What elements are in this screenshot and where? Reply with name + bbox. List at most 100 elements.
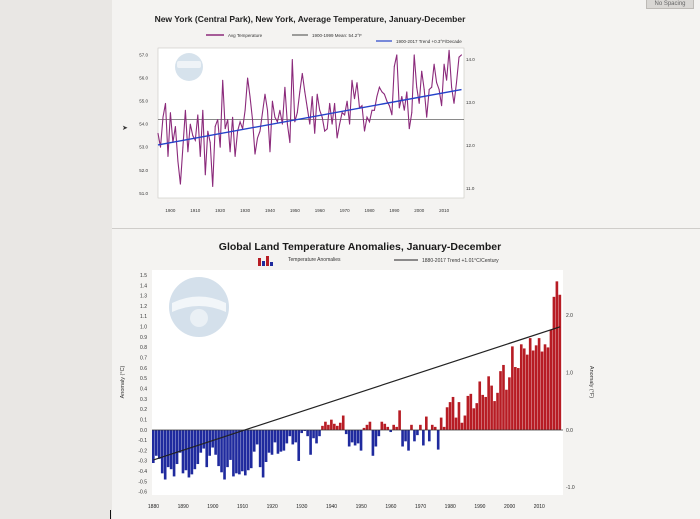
chart1-data-point bbox=[267, 110, 268, 111]
chart2-legend-swatch-bar4 bbox=[270, 262, 273, 266]
chart2-ytick-label: 1.5 bbox=[140, 273, 147, 279]
chart1-data-point bbox=[329, 103, 330, 104]
chart1-ytick-label: 54.0 bbox=[139, 122, 148, 127]
chart2-anomaly-bar bbox=[413, 430, 416, 441]
chart1-data-point bbox=[202, 110, 203, 111]
chart2-anomaly-bar bbox=[232, 430, 235, 476]
chart1-ytick-label: 52.0 bbox=[139, 168, 148, 173]
chart2-anomaly-bar bbox=[467, 396, 470, 430]
charts-canvas: New York (Central Park), New York, Avera… bbox=[0, 0, 700, 519]
chart2-anomaly-bar bbox=[538, 338, 541, 430]
chart1-data-point bbox=[257, 138, 258, 139]
chart1-data-point bbox=[337, 138, 338, 139]
chart2-xtick-label: 1940 bbox=[326, 504, 337, 510]
chart2-anomaly-bar bbox=[336, 426, 339, 430]
chart2-anomaly-bar bbox=[265, 430, 268, 462]
chart1-legend: Avg Temperature 1900-1999 Mean: 54.2°F 1… bbox=[206, 33, 462, 44]
chart1-data-point bbox=[175, 126, 176, 127]
chart1-data-point bbox=[235, 156, 236, 157]
chart1-xtick-label: 1910 bbox=[190, 208, 201, 213]
chart1-data-point bbox=[162, 117, 163, 118]
chart1-data-point bbox=[312, 96, 313, 97]
chart2-anomaly-bar bbox=[238, 430, 241, 474]
chart2-anomaly-bar bbox=[354, 430, 357, 445]
chart1-data-point bbox=[245, 110, 246, 111]
chart1-data-point bbox=[379, 87, 380, 88]
chart2-anomaly-bar bbox=[478, 381, 481, 430]
chart1-legend-mean: 1900-1999 Mean: 54.2°F bbox=[312, 33, 362, 38]
chart2-anomaly-bar bbox=[259, 430, 262, 467]
chart1-data-point bbox=[262, 112, 263, 113]
chart2-anomaly-bar bbox=[342, 416, 345, 430]
chart2-anomaly-bar bbox=[330, 420, 333, 430]
chart1-data-point bbox=[399, 108, 400, 109]
chart1-data-point bbox=[332, 124, 333, 125]
chart1-data-point bbox=[324, 131, 325, 132]
chart1-xtick-label: 1980 bbox=[364, 208, 375, 213]
chart1-ytick-label: 56.0 bbox=[139, 76, 148, 81]
chart1-data-point bbox=[217, 119, 218, 120]
chart2-anomaly-bar bbox=[440, 418, 443, 430]
chart2-legend-swatch-bar3 bbox=[266, 256, 269, 266]
chart1-data-point bbox=[277, 121, 278, 122]
chart1-data-point bbox=[160, 147, 161, 148]
chart2-xtick-label: 1980 bbox=[445, 504, 456, 510]
chart1-data-point bbox=[352, 80, 353, 81]
chart1-data-point bbox=[289, 142, 290, 143]
chart1-data-point bbox=[260, 131, 261, 132]
chart1-right-y-axis: 14.013.012.011.0 bbox=[466, 57, 475, 191]
chart2-xtick-label: 2000 bbox=[504, 504, 515, 510]
noaa-logo-large bbox=[169, 277, 229, 337]
chart2-anomaly-bar bbox=[375, 430, 378, 447]
chart1-data-point bbox=[461, 54, 462, 55]
chart1-data-point bbox=[431, 87, 432, 88]
chart2-ytick-label: -0.5 bbox=[138, 479, 147, 485]
chart1-data-point bbox=[339, 124, 340, 125]
chart2-xtick-label: 1880 bbox=[148, 504, 159, 510]
chart1-data-point bbox=[449, 50, 450, 51]
chart1-data-point bbox=[389, 105, 390, 106]
chart2-ytick-label: 1.2 bbox=[140, 304, 147, 310]
chart2-anomaly-bar bbox=[395, 427, 398, 430]
chart1-data-point bbox=[459, 57, 460, 58]
chart2-anomaly-bar bbox=[291, 430, 294, 444]
chart1-data-point bbox=[406, 91, 407, 92]
chart1-data-point bbox=[434, 64, 435, 65]
chart1-data-point bbox=[419, 103, 420, 104]
chart2-anomaly-bar bbox=[452, 397, 455, 430]
chart2-anomaly-bar bbox=[247, 430, 250, 470]
chart2-right-y-axis-label: Anomaly (°F) bbox=[588, 366, 594, 398]
chart2-anomaly-bar bbox=[559, 295, 562, 430]
chart2-anomaly-bar bbox=[188, 430, 191, 477]
chart2-anomaly-bar bbox=[532, 351, 535, 430]
chart2-anomaly-bar bbox=[410, 425, 413, 430]
chart1-data-point bbox=[165, 103, 166, 104]
chart2-anomaly-bar bbox=[493, 401, 496, 430]
chart2-anomaly-bar bbox=[378, 430, 381, 436]
chart1-data-point bbox=[317, 94, 318, 95]
chart1-data-point bbox=[215, 126, 216, 127]
chart1-xtick-label: 1940 bbox=[265, 208, 276, 213]
chart1-xtick-label: 1900 bbox=[165, 208, 176, 213]
chart2-anomaly-bar bbox=[191, 430, 194, 474]
chart1-data-point bbox=[391, 114, 392, 115]
chart1-data-point bbox=[225, 128, 226, 129]
chart1-data-point bbox=[292, 59, 293, 60]
chart1-data-point bbox=[294, 121, 295, 122]
chart2-anomaly-bar bbox=[464, 416, 467, 430]
chart2-right-ytick-label: 0.0 bbox=[566, 428, 573, 434]
chart2-anomaly-bar bbox=[312, 430, 315, 438]
chart2-anomaly-bar bbox=[475, 403, 478, 430]
chart2-xtick-label: 1890 bbox=[178, 504, 189, 510]
chart2-title: Global Land Temperature Anomalies, Janua… bbox=[219, 241, 501, 253]
chart2-anomaly-bar bbox=[327, 425, 330, 430]
chart1-xtick-label: 1960 bbox=[315, 208, 326, 213]
chart1-data-point bbox=[247, 78, 248, 79]
chart2-anomaly-bar bbox=[277, 430, 280, 454]
chart2-anomaly-bar bbox=[208, 430, 211, 456]
chart1-data-point bbox=[429, 89, 430, 90]
chart2-legend-trend: 1880-2017 Trend +1.01°C/Century bbox=[422, 258, 499, 264]
chart1-data-point bbox=[414, 54, 415, 55]
chart2-anomaly-bar bbox=[514, 367, 517, 430]
chart2-ytick-label: 1.3 bbox=[140, 294, 147, 300]
